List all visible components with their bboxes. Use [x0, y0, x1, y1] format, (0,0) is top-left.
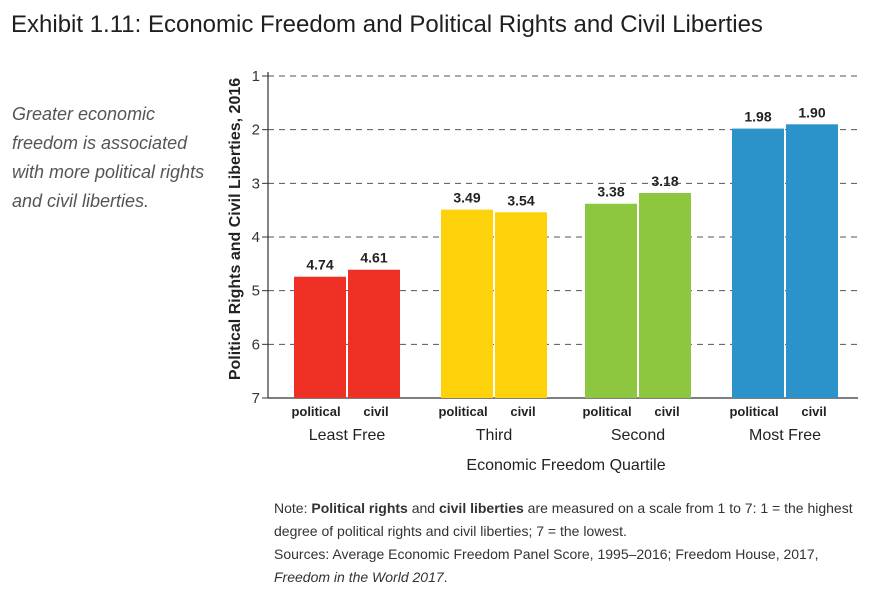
data-label: 4.61 [360, 250, 387, 266]
side-note: Greater economic freedom is associated w… [12, 104, 205, 211]
y-tick-label-1: 1 [252, 68, 260, 85]
data-label: 3.54 [507, 192, 534, 208]
sub-label-political: political [729, 404, 778, 419]
data-label: 3.18 [651, 173, 678, 189]
data-label: 1.98 [744, 109, 771, 125]
bar-third-civil [495, 212, 547, 398]
category-label: Second [611, 427, 665, 444]
data-label: 1.90 [798, 104, 825, 120]
sources-prefix: Sources: Average Economic Freedom Panel … [274, 546, 819, 562]
y-tick-label-2: 2 [252, 122, 260, 139]
note-sources: Sources: Average Economic Freedom Panel … [274, 543, 874, 589]
sub-label-civil: civil [510, 404, 535, 419]
y-tick-label-7: 7 [252, 390, 260, 407]
y-axis-label: Political Rights and Civil Liberties, 20… [227, 78, 244, 380]
bar-second-civil [639, 192, 691, 398]
category-label: Most Free [749, 427, 821, 444]
data-label: 4.74 [306, 257, 333, 273]
chart-note: Note: Political rights and civil liberti… [274, 497, 874, 589]
note-rest: are measured on a scale from 1 to 7: 1 =… [274, 500, 853, 539]
bar-least-free-political [294, 276, 346, 398]
sub-label-political: political [582, 404, 631, 419]
data-label: 3.38 [597, 184, 624, 200]
sub-label-political: political [291, 404, 340, 419]
bar-most-free-political [732, 128, 784, 399]
chart: 1 2 3 4 5 6 7 Political Rights and Civil Libert… [227, 68, 858, 474]
y-tick-label-5: 5 [252, 283, 260, 300]
category-label: Least Free [309, 427, 386, 444]
sources-end: . [443, 569, 448, 585]
note-prefix: Note: [274, 500, 312, 516]
bar-third-political [441, 209, 493, 398]
note-term-civil: civil liberties [438, 500, 524, 516]
bar-least-free-civil [348, 269, 400, 398]
sub-label-civil: civil [801, 404, 826, 419]
chart-title: Exhibit 1.11: Economic Freedom and Polit… [11, 11, 763, 38]
y-tick-label-3: 3 [252, 175, 260, 192]
sources-italic: Freedom in the World 2017 [274, 569, 444, 585]
sub-label-civil: civil [363, 404, 388, 419]
y-tick-label-4: 4 [252, 229, 260, 246]
sub-label-political: political [438, 404, 487, 419]
bar-most-free-civil [786, 124, 838, 399]
bar-second-political [585, 203, 637, 398]
note-definition: Note: Political rights and civil liberti… [274, 497, 874, 543]
x-axis-label: Economic Freedom Quartile [466, 457, 665, 474]
note-term-political: Political rights [311, 500, 408, 516]
sub-label-civil: civil [654, 404, 679, 419]
note-mid: and [407, 500, 439, 516]
y-tick-label-6: 6 [252, 336, 260, 353]
data-label: 3.49 [453, 190, 480, 206]
category-label: Third [476, 427, 512, 444]
